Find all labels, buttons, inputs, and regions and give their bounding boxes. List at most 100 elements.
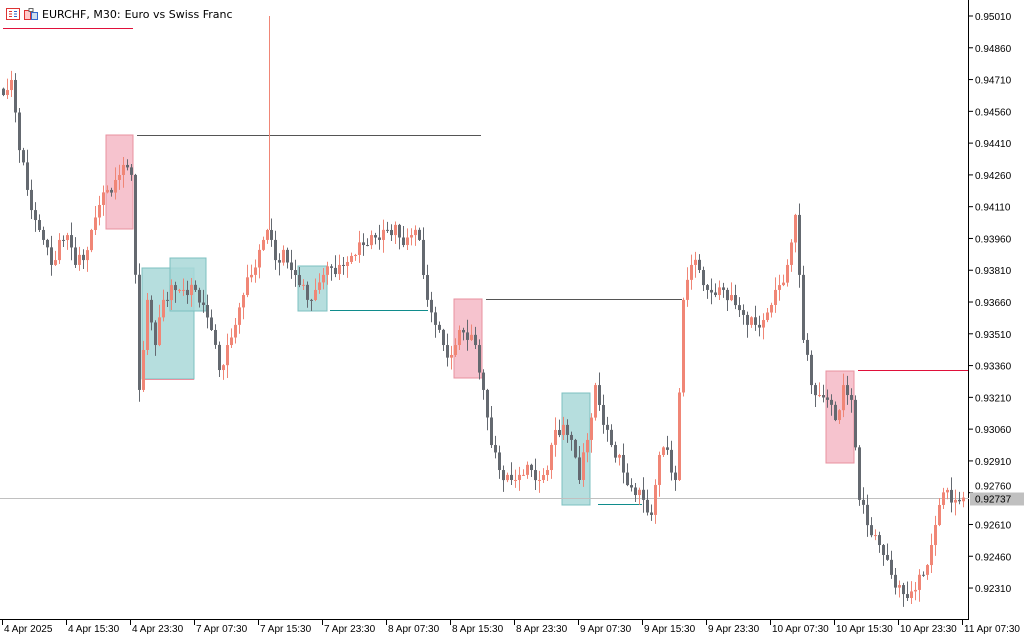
candle bbox=[602, 394, 605, 434]
candle-body bbox=[18, 112, 21, 151]
candle-body bbox=[642, 489, 645, 500]
candle-body bbox=[614, 445, 617, 458]
candle-body bbox=[630, 485, 633, 488]
candle-body bbox=[858, 447, 861, 500]
candle bbox=[58, 233, 61, 265]
time-tick-label: 7 Apr 23:30 bbox=[324, 624, 376, 635]
candle-body bbox=[918, 574, 921, 590]
candle bbox=[914, 581, 917, 601]
candle-body bbox=[830, 399, 833, 405]
candle bbox=[814, 382, 817, 407]
candle-body bbox=[426, 275, 429, 300]
candle-body bbox=[14, 79, 17, 113]
time-tick-label: 7 Apr 15:30 bbox=[260, 624, 312, 635]
candle-body bbox=[946, 489, 949, 493]
candle-body bbox=[94, 217, 97, 230]
time-tick-label: 7 Apr 07:30 bbox=[196, 624, 248, 635]
candle-body bbox=[366, 245, 369, 247]
candle-body bbox=[386, 229, 389, 231]
candle-body bbox=[586, 439, 589, 453]
candle bbox=[530, 463, 533, 477]
candle-body bbox=[54, 260, 57, 265]
candle-body bbox=[782, 282, 785, 286]
candle-body bbox=[606, 424, 609, 430]
candle bbox=[142, 340, 145, 392]
price-tick-label: 0.93510 bbox=[975, 330, 1012, 341]
candle bbox=[502, 465, 505, 492]
candle bbox=[710, 278, 713, 305]
candle-body bbox=[118, 175, 121, 180]
candle-body bbox=[458, 329, 461, 346]
candle bbox=[954, 489, 957, 516]
candle bbox=[894, 568, 897, 595]
candle bbox=[334, 255, 337, 278]
candle bbox=[730, 282, 733, 302]
candle-body bbox=[226, 345, 229, 366]
candle-body bbox=[726, 289, 729, 301]
candle bbox=[734, 284, 737, 310]
candle bbox=[86, 246, 89, 272]
candle-body bbox=[486, 389, 489, 418]
indicator-icon[interactable] bbox=[24, 8, 38, 20]
candle bbox=[718, 280, 721, 300]
chart-header: EURCHF, M30: Euro vs Swiss Franc bbox=[6, 6, 233, 22]
candle-body bbox=[478, 345, 481, 373]
candle bbox=[54, 250, 57, 266]
chart-area[interactable] bbox=[0, 0, 969, 620]
candle bbox=[830, 394, 833, 416]
candle bbox=[662, 446, 665, 458]
candle bbox=[650, 504, 653, 521]
candle bbox=[34, 202, 37, 232]
time-tick-label: 8 Apr 07:30 bbox=[388, 624, 440, 635]
candle-body bbox=[282, 249, 285, 263]
candle bbox=[750, 316, 753, 328]
price-tick-label: 0.93360 bbox=[975, 362, 1012, 373]
candle bbox=[70, 222, 73, 261]
candle-body bbox=[958, 499, 961, 502]
candle-body bbox=[962, 497, 965, 502]
candle bbox=[746, 311, 749, 338]
candle-body bbox=[762, 320, 765, 328]
candle bbox=[582, 443, 585, 487]
candle bbox=[862, 487, 865, 514]
candle-body bbox=[270, 229, 273, 240]
candle-body bbox=[798, 214, 801, 275]
candle-body bbox=[894, 574, 897, 588]
candle bbox=[298, 267, 301, 288]
candle-body bbox=[290, 262, 293, 271]
candle-body bbox=[806, 339, 809, 355]
candle-body bbox=[818, 395, 821, 397]
candle bbox=[918, 569, 921, 602]
candle bbox=[438, 321, 441, 333]
candle-body bbox=[286, 249, 289, 263]
candle-body bbox=[326, 266, 329, 275]
candle-body bbox=[142, 350, 145, 390]
candle bbox=[30, 179, 33, 219]
candle-body bbox=[358, 242, 361, 255]
candle-body bbox=[86, 250, 89, 261]
candle-body bbox=[382, 229, 385, 240]
candle bbox=[14, 73, 17, 123]
chart-list-icon[interactable] bbox=[6, 8, 20, 20]
candle-body bbox=[374, 235, 377, 238]
candle bbox=[654, 479, 657, 524]
candle-body bbox=[394, 224, 397, 236]
candle bbox=[902, 582, 905, 607]
time-tick-label: 4 Apr 15:30 bbox=[68, 624, 120, 635]
candle bbox=[414, 225, 417, 246]
candle-body bbox=[846, 385, 849, 396]
candle-body bbox=[562, 424, 565, 436]
candle bbox=[522, 469, 525, 476]
candle-body bbox=[410, 235, 413, 238]
candle-body bbox=[938, 504, 941, 526]
candle-body bbox=[66, 235, 69, 241]
candle bbox=[314, 278, 317, 302]
price-tick-label: 0.94710 bbox=[975, 76, 1012, 87]
candle bbox=[534, 458, 537, 490]
candle-body bbox=[538, 479, 541, 481]
candle-body bbox=[206, 304, 209, 318]
candle-body bbox=[554, 429, 557, 445]
candle bbox=[878, 531, 881, 553]
candle bbox=[786, 259, 789, 287]
candle-body bbox=[238, 307, 241, 325]
